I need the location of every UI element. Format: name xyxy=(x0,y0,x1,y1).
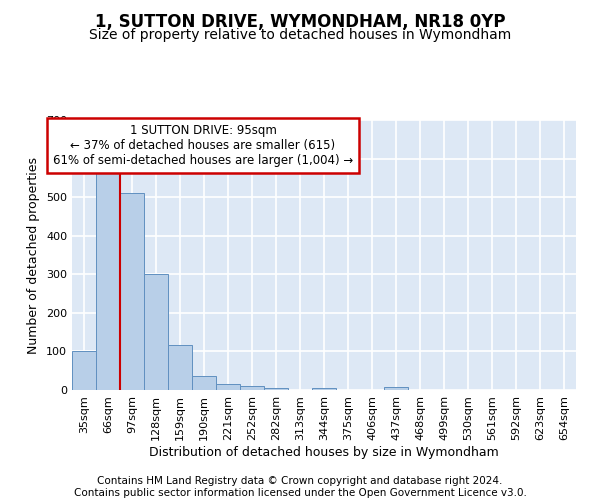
Bar xyxy=(120,194,144,390)
Bar xyxy=(312,388,336,390)
Bar xyxy=(144,274,168,390)
Bar xyxy=(264,388,288,390)
Text: Contains HM Land Registry data © Crown copyright and database right 2024.
Contai: Contains HM Land Registry data © Crown c… xyxy=(74,476,526,498)
Text: Size of property relative to detached houses in Wymondham: Size of property relative to detached ho… xyxy=(89,28,511,42)
Bar xyxy=(168,345,192,390)
Y-axis label: Number of detached properties: Number of detached properties xyxy=(28,156,40,354)
Bar xyxy=(72,352,96,390)
Bar xyxy=(216,384,240,390)
X-axis label: Distribution of detached houses by size in Wymondham: Distribution of detached houses by size … xyxy=(149,446,499,458)
Text: 1 SUTTON DRIVE: 95sqm
← 37% of detached houses are smaller (615)
61% of semi-det: 1 SUTTON DRIVE: 95sqm ← 37% of detached … xyxy=(53,124,353,167)
Bar xyxy=(240,386,264,390)
Text: 1, SUTTON DRIVE, WYMONDHAM, NR18 0YP: 1, SUTTON DRIVE, WYMONDHAM, NR18 0YP xyxy=(95,12,505,30)
Bar xyxy=(192,376,216,390)
Bar xyxy=(96,168,120,390)
Bar xyxy=(384,388,408,390)
